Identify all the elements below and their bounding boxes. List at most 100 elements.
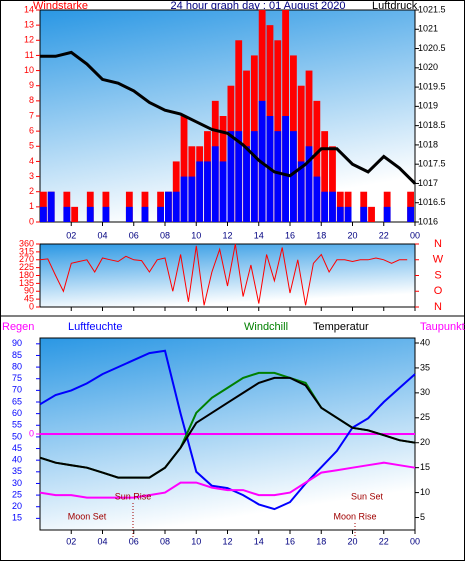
bar	[219, 161, 227, 222]
bar	[297, 161, 305, 222]
legend-label: Temperatur	[313, 321, 369, 333]
x-tick-label: 08	[160, 536, 170, 546]
bar	[313, 176, 321, 222]
y2-tick-label: N	[434, 301, 442, 313]
y-tick-label: 6	[29, 126, 34, 136]
y2-tick-label: 40	[420, 337, 430, 347]
x-tick-label: 10	[191, 230, 201, 240]
bar	[274, 131, 282, 222]
y-tick-label: 15	[12, 513, 22, 523]
line	[39, 243, 408, 306]
bar	[321, 131, 329, 222]
x-tick-label: 06	[129, 230, 139, 240]
y-tick-label: 60	[12, 408, 22, 418]
y-tick-label: 35	[12, 466, 22, 476]
chart-title: 24 hour graph day : 01 August 2020	[171, 0, 346, 12]
y-tick-label: 180	[19, 270, 34, 280]
y2-tick-label: 30	[420, 387, 430, 397]
bar	[180, 176, 188, 222]
bar	[157, 206, 164, 222]
y2-tick-label: O	[434, 285, 443, 297]
annotation: Sun Set	[351, 491, 384, 501]
bar	[204, 161, 211, 222]
y-tick-label: 30	[12, 478, 22, 488]
y-tick-label: 8	[29, 95, 34, 105]
y2-tick-label: 1018	[418, 139, 438, 149]
bar	[227, 131, 235, 222]
annotation: Moon Rise	[333, 511, 376, 521]
bar	[47, 191, 55, 222]
y2-tick-label: 1021.5	[418, 4, 446, 14]
y2-tick-label: 1021	[418, 24, 438, 34]
y3-tick-label: 0	[29, 428, 34, 438]
bar	[141, 206, 149, 222]
plot-area	[39, 243, 416, 308]
bar	[63, 206, 71, 222]
x-tick-label: 22	[379, 536, 389, 546]
y-tick-label: 45	[24, 294, 34, 304]
y-tick-label: 135	[19, 278, 34, 288]
y2-tick-label: N	[434, 238, 442, 250]
y2-tick-label: 1020.5	[418, 43, 446, 53]
y-tick-label: 90	[12, 338, 22, 348]
y-tick-label: 40	[12, 455, 22, 465]
bar	[235, 131, 243, 222]
bar	[188, 176, 196, 222]
y-tick-label: 75	[12, 373, 22, 383]
bar	[313, 100, 321, 222]
y2-tick-label: S	[434, 269, 441, 281]
legend-label: Regen	[2, 321, 34, 333]
bar	[180, 116, 188, 222]
bar	[40, 206, 47, 222]
x-tick-label: 18	[316, 536, 326, 546]
bar	[125, 206, 133, 222]
y2-tick-label: 1016.5	[418, 197, 446, 207]
y-tick-label: 55	[12, 420, 22, 430]
y-tick-label: 14	[24, 4, 34, 14]
annotation: Sun Rise	[115, 491, 152, 501]
y2-tick-label: 1016	[418, 216, 438, 226]
bar	[321, 191, 329, 222]
y-tick-label: 80	[12, 361, 22, 371]
bar	[172, 191, 180, 222]
bar	[305, 70, 313, 222]
y-tick-label: 360	[19, 238, 34, 248]
x-tick-label: 04	[97, 230, 107, 240]
bar	[282, 116, 289, 222]
bar	[86, 206, 94, 222]
bar	[407, 206, 414, 222]
y2-tick-label: 5	[420, 512, 425, 522]
bar	[305, 146, 313, 222]
y-tick-label: 7	[29, 110, 34, 120]
y2-tick-label: 1019.5	[418, 81, 446, 91]
bar	[165, 191, 172, 222]
x-tick-label: 02	[66, 230, 76, 240]
y-tick-label: 2	[29, 186, 34, 196]
legend-label: Windchill	[244, 321, 288, 333]
y-tick-label: 0	[29, 301, 34, 311]
bar	[250, 131, 258, 222]
bar	[297, 85, 305, 222]
x-tick-label: 20	[347, 230, 357, 240]
y2-tick-label: 10	[420, 487, 430, 497]
x-tick-label: 14	[254, 230, 264, 240]
x-tick-label: 20	[347, 536, 357, 546]
legend-label: Taupunkt	[420, 321, 465, 333]
y2-tick-label: 1019	[418, 101, 438, 111]
y2-axis-title: Luftdruck	[372, 0, 418, 12]
y-tick-label: 9	[29, 80, 34, 90]
x-tick-label: 04	[97, 536, 107, 546]
bar	[196, 161, 204, 222]
x-tick-label: 12	[222, 536, 232, 546]
y-tick-label: 20	[12, 501, 22, 511]
y2-tick-label: 1017.5	[418, 159, 446, 169]
bar	[243, 146, 250, 222]
bar	[344, 206, 352, 222]
bar	[329, 191, 336, 222]
y-tick-label: 315	[19, 246, 34, 256]
x-tick-label: 02	[66, 536, 76, 546]
bar	[336, 206, 344, 222]
line	[39, 461, 416, 499]
y2-tick-label: W	[433, 254, 444, 266]
